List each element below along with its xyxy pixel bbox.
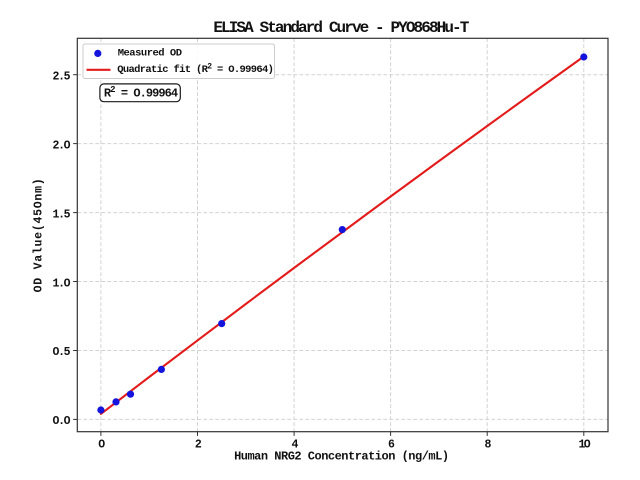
svg-text:OD Value(45Onm): OD Value(45Onm)	[33, 178, 46, 293]
svg-text:O: O	[98, 439, 105, 452]
svg-text:2: 2	[195, 439, 202, 452]
svg-text:R2 = O.99964: R2 = O.99964	[104, 85, 178, 101]
svg-text:2.5: 2.5	[53, 70, 71, 83]
svg-text:ELISA Standard Curve - PYO868H: ELISA Standard Curve - PYO868Hu-T	[213, 19, 469, 37]
svg-text:2.O: 2.O	[53, 139, 71, 152]
svg-text:1.5: 1.5	[53, 208, 71, 221]
svg-text:Human NRG2 Concentration (ng/m: Human NRG2 Concentration (ng/mL)	[234, 449, 448, 463]
svg-text:1.O: 1.O	[53, 277, 71, 290]
svg-text:O.O: O.O	[53, 415, 71, 428]
svg-text:Quadratic fit (R2 = O.99964): Quadratic fit (R2 = O.99964)	[117, 62, 273, 76]
svg-text:8: 8	[485, 439, 492, 452]
svg-text:Measured OD: Measured OD	[118, 48, 182, 60]
svg-text:O.5: O.5	[53, 346, 71, 359]
svg-text:4: 4	[291, 439, 298, 452]
svg-text:6: 6	[388, 439, 395, 452]
svg-text:1O: 1O	[578, 439, 590, 452]
